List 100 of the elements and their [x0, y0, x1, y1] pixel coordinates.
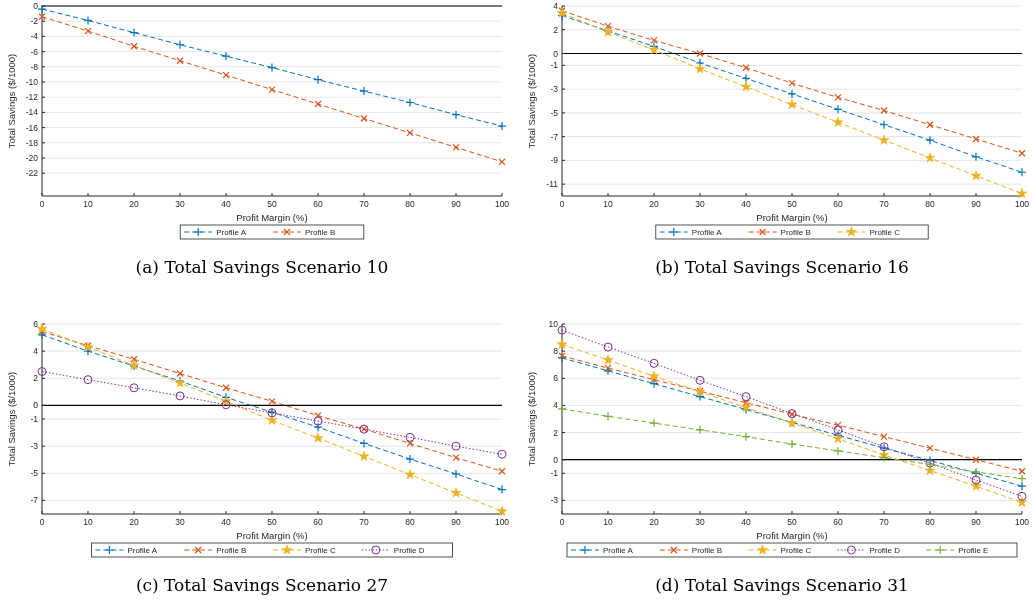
y-tick-label: 0: [33, 1, 39, 11]
point: [1017, 481, 1027, 491]
point: [557, 404, 567, 414]
y-tick-label: -1: [550, 468, 559, 479]
point: [649, 379, 659, 389]
x-tick-label: 80: [925, 199, 935, 209]
y-tick-label: -5: [30, 468, 39, 479]
point: [222, 71, 230, 79]
x-tick-label: 30: [175, 517, 185, 527]
point: [879, 453, 889, 463]
point: [496, 505, 508, 516]
x-tick-label: 60: [833, 199, 843, 209]
y-tick-label: 0: [33, 400, 39, 411]
point: [648, 44, 660, 55]
y-tick-label: 6: [33, 319, 39, 329]
x-tick-label: 80: [405, 199, 415, 209]
legend-label: Profile A: [691, 228, 723, 237]
point: [834, 93, 842, 102]
point: [129, 28, 139, 38]
x-axis-title: Profit Margin (%): [236, 530, 308, 541]
y-tick-label: -11: [546, 179, 559, 190]
point: [498, 467, 506, 475]
point: [649, 418, 659, 428]
point: [36, 323, 48, 334]
point: [788, 79, 796, 87]
y-tick-label: 4: [553, 1, 559, 11]
point: [37, 367, 47, 376]
point: [832, 116, 844, 127]
point: [266, 414, 278, 425]
point: [268, 397, 276, 405]
point: [1016, 188, 1028, 199]
point: [451, 441, 461, 451]
y-tick-label: 2: [553, 24, 559, 35]
point: [313, 75, 323, 85]
point: [497, 121, 507, 131]
y-tick-label: -3: [30, 441, 39, 452]
x-tick-label: 40: [741, 199, 751, 209]
point: [926, 121, 934, 129]
point: [603, 411, 613, 421]
point: [406, 129, 414, 137]
point: [129, 383, 139, 393]
x-tick-label: 70: [359, 199, 369, 209]
x-axis-title: Profit Margin (%): [236, 212, 308, 223]
x-tick-label: 90: [451, 517, 461, 527]
point: [83, 375, 93, 385]
point: [451, 110, 461, 120]
point: [972, 456, 980, 464]
y-tick-label: -14: [25, 107, 39, 118]
y-tick-label: -4: [30, 31, 39, 42]
point: [498, 158, 506, 166]
point: [1017, 491, 1027, 501]
legend-label: Profile C: [869, 228, 901, 237]
point: [358, 450, 370, 461]
point: [971, 152, 981, 162]
text: (a) Total Savings Scenario 10: [135, 257, 389, 277]
legend-label: Profile C: [780, 546, 812, 555]
y-tick-label: -1: [30, 414, 39, 424]
y-tick-label: -1: [550, 60, 559, 71]
x-tick-label: 30: [695, 517, 705, 527]
point: [741, 392, 751, 402]
x-tick-label: 50: [267, 517, 277, 527]
x-axis-title: Profit Margin (%): [756, 212, 828, 223]
point: [175, 40, 185, 50]
x-tick-label: 20: [649, 199, 659, 209]
y-tick-label: -12: [25, 92, 39, 103]
point: [833, 425, 843, 435]
point: [176, 369, 184, 378]
x-axis-title: Profit Margin (%): [756, 530, 828, 541]
point: [130, 355, 138, 363]
point: [359, 438, 369, 449]
y-tick-label: -16: [25, 122, 39, 133]
legend-label: Profile A: [127, 546, 158, 555]
y-tick-label: -2: [30, 16, 39, 27]
y-tick-label: 2: [553, 427, 559, 438]
point: [360, 114, 368, 123]
point: [1017, 167, 1027, 177]
point: [222, 384, 230, 392]
point: [405, 97, 415, 108]
y-tick-label: 8: [553, 346, 559, 357]
point: [696, 49, 704, 58]
point: [740, 81, 752, 92]
point: [176, 57, 184, 65]
point: [833, 446, 843, 456]
x-tick-label: 60: [313, 517, 323, 527]
x-tick-label: 60: [313, 199, 323, 209]
x-tick-label: 30: [175, 199, 185, 209]
y-tick-label: 10: [548, 319, 559, 329]
x-tick-label: 80: [925, 517, 935, 527]
point: [602, 354, 614, 365]
y-tick-label: 4: [33, 346, 39, 357]
y-axis-title: Total Savings ($/1000): [526, 371, 537, 467]
point: [924, 152, 936, 163]
x-tick-label: 50: [267, 199, 277, 209]
legend-label: Profile E: [958, 546, 989, 555]
point: [741, 73, 751, 84]
point: [83, 15, 93, 26]
point: [832, 433, 844, 444]
legend-label: Profile B: [691, 546, 723, 555]
legend-label: Profile D: [393, 546, 425, 555]
text: (c) Total Savings Scenario 27: [135, 575, 389, 595]
